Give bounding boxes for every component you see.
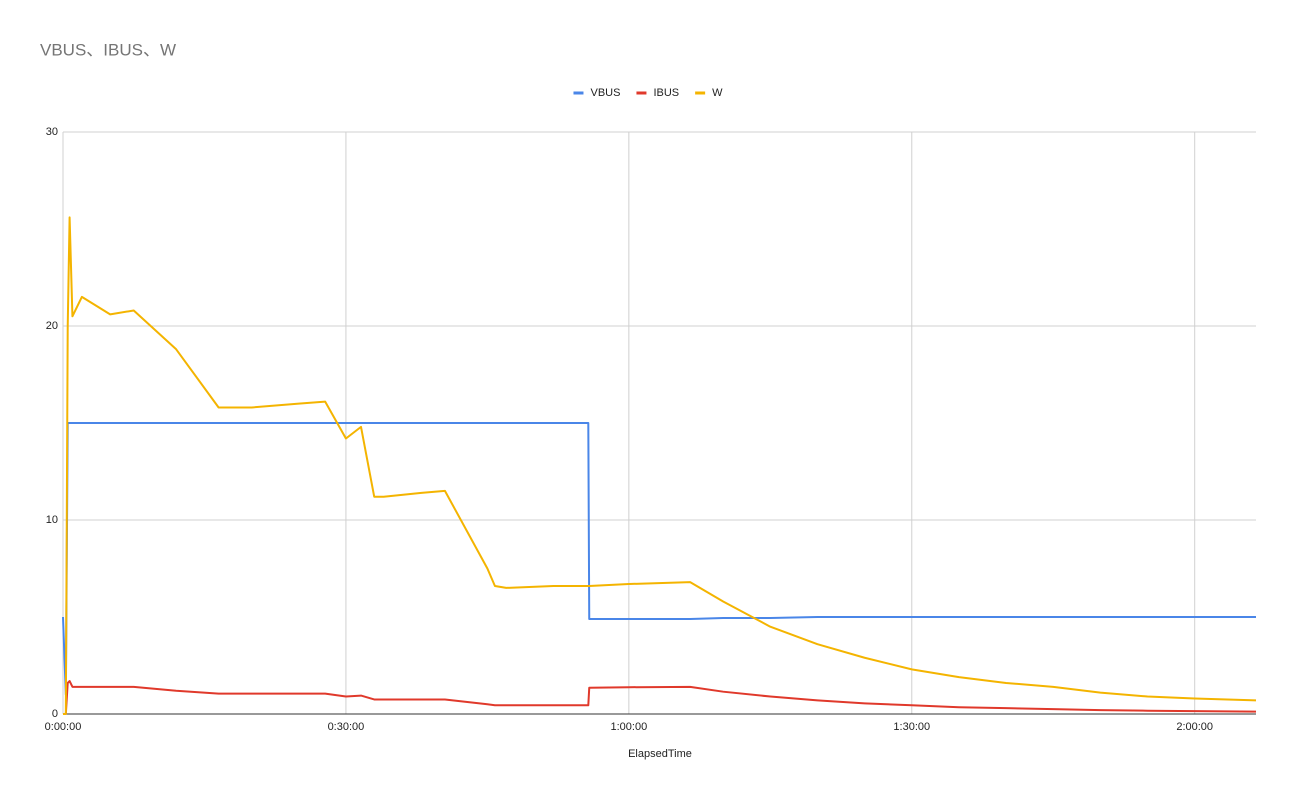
x-tick-label: 0:30:00 [328,721,365,733]
chart-title: VBUS、IBUS、W [40,40,176,59]
x-tick-label: 0:00:00 [45,721,82,733]
legend-label: VBUS [590,87,620,99]
y-tick-label: 30 [46,126,58,138]
y-tick-label: 20 [46,320,58,332]
series-line [63,680,1257,715]
legend: VBUS IBUS W [573,87,723,99]
y-tick-label: 0 [52,708,58,720]
x-tick-label: 2:00:00 [1176,721,1213,733]
series-line [62,422,1256,696]
x-axis-label: ElapsedTime [628,748,692,760]
legend-label: IBUS [653,87,679,99]
legend-label: W [712,87,723,99]
y-tick-label: 10 [46,514,58,526]
series-line [63,216,1257,715]
x-tick-label: 1:30:00 [893,721,930,733]
x-tick-label: 1:00:00 [610,721,647,733]
